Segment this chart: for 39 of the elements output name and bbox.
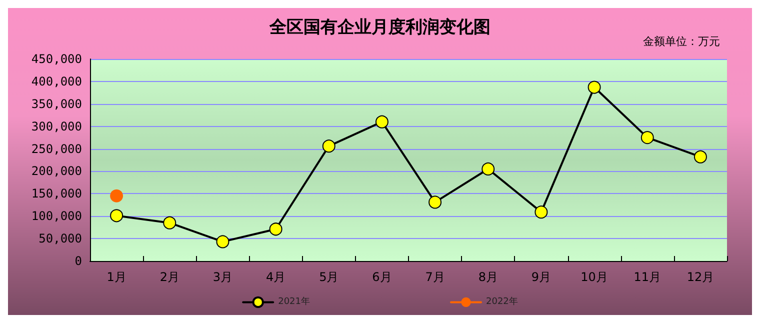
x-tick-label: 12月 — [686, 270, 714, 284]
x-tick-label: 7月 — [425, 270, 445, 284]
x-tick-label: 11月 — [634, 270, 662, 284]
y-tick-label: 50,000 — [38, 232, 82, 246]
point — [588, 80, 601, 94]
y-tick-label: 450,000 — [31, 52, 82, 66]
y-tick-label: 100,000 — [31, 209, 82, 224]
point — [269, 222, 282, 236]
y-tick-label: 200,000 — [31, 164, 82, 178]
legend-label: 2021年 — [278, 296, 310, 308]
x-tick-label: 6月 — [372, 270, 392, 284]
y-tick-label: 350,000 — [31, 96, 82, 111]
x-tick-label: 10月 — [580, 270, 608, 284]
x-tick-label: 1月 — [106, 270, 126, 284]
point — [163, 216, 176, 230]
y-tick-label: 150,000 — [31, 186, 82, 201]
y-tick-label: 0 — [74, 254, 82, 268]
point — [534, 206, 548, 219]
point — [110, 189, 124, 202]
point — [694, 150, 707, 164]
point — [110, 209, 124, 222]
point — [322, 140, 336, 153]
legend-label: 2022年 — [486, 296, 518, 308]
y-tick-label: 300,000 — [31, 119, 82, 134]
x-tick-label: 8月 — [478, 270, 498, 284]
chart-title: 全区国有企业月度利润变化图 — [268, 18, 490, 38]
y-tick-label: 250,000 — [31, 142, 82, 156]
x-tick-label: 4月 — [266, 270, 286, 284]
point — [482, 162, 495, 176]
x-tick-label: 3月 — [212, 270, 233, 284]
point — [640, 131, 654, 144]
y-tick-label: 400,000 — [31, 74, 82, 88]
point — [216, 235, 230, 248]
x-tick-label: 2月 — [160, 270, 180, 284]
x-tick-label: 9月 — [531, 270, 552, 284]
x-tick-label: 5月 — [319, 270, 339, 284]
point — [375, 115, 388, 128]
point — [428, 196, 442, 209]
text: 金额单位：万元 — [643, 35, 720, 48]
